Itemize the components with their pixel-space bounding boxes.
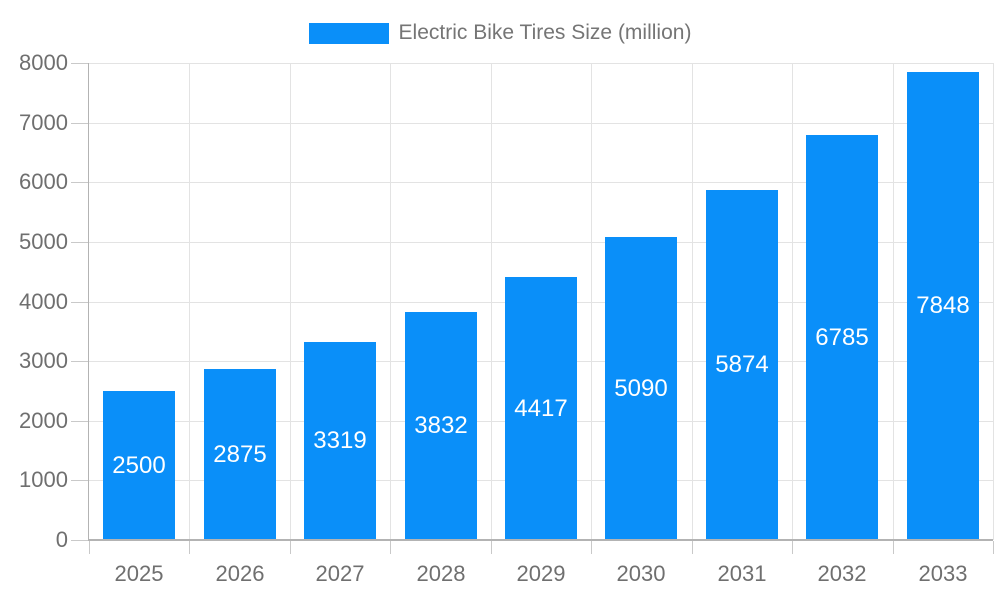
y-axis-line xyxy=(88,63,89,540)
x-tick xyxy=(591,541,592,554)
bar-value-label: 6785 xyxy=(815,323,869,351)
bar-value-label: 7848 xyxy=(916,292,970,319)
legend-swatch xyxy=(308,22,389,44)
x-tick xyxy=(491,541,492,554)
bar-value-label: 2500 xyxy=(112,451,166,479)
y-tick xyxy=(71,540,89,541)
x-tick xyxy=(993,541,994,554)
y-axis-label: 3000 xyxy=(19,348,68,373)
x-tick xyxy=(189,541,190,554)
x-gridline xyxy=(390,63,391,540)
x-gridline xyxy=(591,63,592,540)
x-gridline xyxy=(189,63,190,540)
x-tick xyxy=(89,541,90,554)
bar-value-label: 5090 xyxy=(614,374,668,402)
legend-label: Electric Bike Tires Size (million) xyxy=(398,21,692,44)
x-gridline xyxy=(692,63,693,540)
y-axis-label: 8000 xyxy=(19,50,68,75)
x-tick xyxy=(290,541,291,554)
y-axis-label: 2000 xyxy=(19,408,68,433)
x-gridline xyxy=(792,63,793,540)
x-gridline xyxy=(491,63,492,540)
y-gridline xyxy=(89,63,993,64)
x-gridline xyxy=(993,63,994,540)
x-axis-label: 2033 xyxy=(918,561,968,586)
x-axis-label: 2027 xyxy=(315,561,365,586)
y-tick xyxy=(71,480,89,481)
y-axis-label: 6000 xyxy=(19,169,68,194)
x-axis-line xyxy=(88,539,993,541)
bar[interactable]: 2500 xyxy=(103,391,175,540)
y-axis-label: 1000 xyxy=(19,467,68,492)
x-tick xyxy=(893,541,894,554)
x-tick xyxy=(390,541,391,554)
x-axis-label: 2026 xyxy=(215,561,265,586)
x-tick xyxy=(692,541,693,554)
y-axis-label: 4000 xyxy=(19,289,68,314)
bar[interactable]: 5090 xyxy=(605,237,677,540)
bar[interactable]: 2875 xyxy=(204,369,276,540)
bar-value-label: 3319 xyxy=(313,427,367,454)
legend[interactable]: Electric Bike Tires Size (million) xyxy=(0,21,1000,45)
bar-value-label: 5874 xyxy=(715,351,769,378)
y-axis-label: 5000 xyxy=(19,229,68,254)
y-gridline xyxy=(89,123,993,124)
bar[interactable]: 5874 xyxy=(706,190,778,540)
bar[interactable]: 6785 xyxy=(806,135,878,540)
y-tick xyxy=(71,302,89,303)
y-tick xyxy=(71,421,89,422)
bar[interactable]: 7848 xyxy=(907,72,979,540)
y-axis-label: 7000 xyxy=(19,110,68,135)
x-axis-label: 2030 xyxy=(616,561,666,586)
x-axis-label: 2029 xyxy=(516,561,566,586)
x-tick xyxy=(792,541,793,554)
x-gridline xyxy=(290,63,291,540)
y-axis-label: 0 xyxy=(55,527,68,552)
x-axis-label: 2025 xyxy=(114,561,164,586)
y-gridline xyxy=(89,242,993,243)
y-tick xyxy=(71,361,89,362)
bar-value-label: 4417 xyxy=(514,394,568,422)
y-gridline xyxy=(89,182,993,183)
y-tick xyxy=(71,242,89,243)
bar[interactable]: 3832 xyxy=(405,312,477,540)
x-axis-label: 2032 xyxy=(817,561,867,586)
bar-value-label: 2875 xyxy=(213,440,267,468)
bar[interactable]: 3319 xyxy=(304,342,376,540)
y-tick xyxy=(71,182,89,183)
x-gridline xyxy=(893,63,894,540)
x-axis-label: 2031 xyxy=(717,561,767,586)
x-axis-label: 2028 xyxy=(416,561,466,586)
bar[interactable]: 4417 xyxy=(505,277,577,540)
bar-value-label: 3832 xyxy=(414,412,468,439)
y-tick xyxy=(71,123,89,124)
y-tick xyxy=(71,63,89,64)
